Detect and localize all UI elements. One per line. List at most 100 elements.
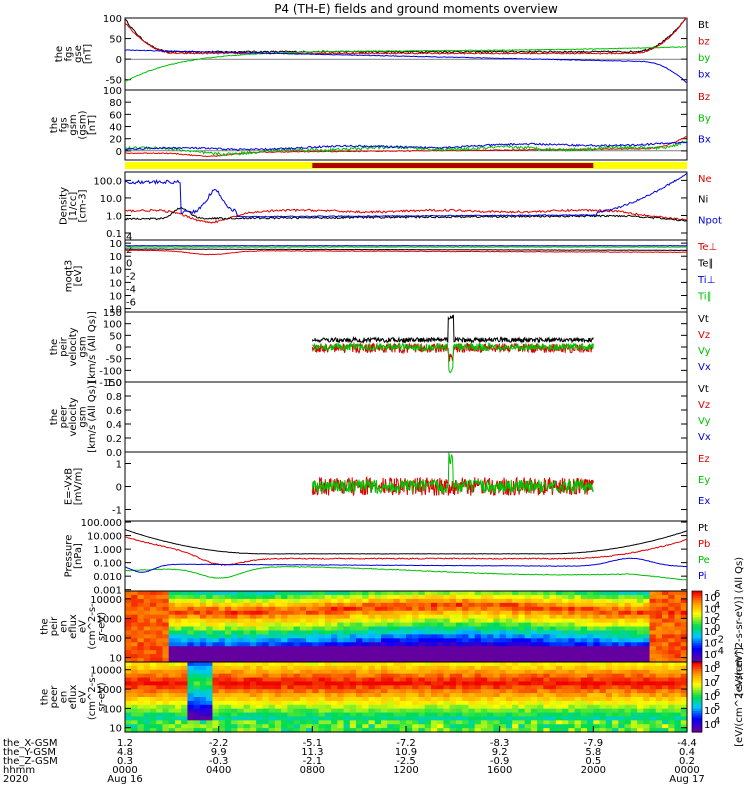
heat-cell xyxy=(175,627,182,632)
heat-cell xyxy=(156,689,163,693)
legend-Pt: Pt xyxy=(698,523,708,534)
heat-cell xyxy=(169,697,176,701)
heat-cell xyxy=(169,689,176,693)
heat-cell xyxy=(325,705,332,709)
heat-cell xyxy=(312,681,319,685)
heat-cell xyxy=(212,689,219,693)
heat-cell xyxy=(437,642,444,647)
heat-cell xyxy=(500,689,507,693)
heat-cell xyxy=(287,705,294,709)
heat-cell xyxy=(443,646,450,651)
heat-cell xyxy=(175,599,182,604)
panel-peir-velocity: 150100500-50-100-150thepeirvelocitygsm[k… xyxy=(49,308,711,389)
heat-cell xyxy=(225,654,232,659)
heat-cell xyxy=(231,611,238,616)
heat-cell xyxy=(275,709,282,713)
heat-cell xyxy=(225,638,232,643)
heat-cell xyxy=(650,689,657,693)
heat-cell xyxy=(156,713,163,717)
heat-cell xyxy=(512,654,519,659)
heat-cell xyxy=(568,654,575,659)
heat-cell xyxy=(250,654,257,659)
heat-cell xyxy=(468,654,475,659)
heat-cell xyxy=(287,689,294,693)
heat-cell xyxy=(294,697,301,701)
heat-cell xyxy=(475,701,482,705)
heat-cell xyxy=(456,674,463,678)
heat-cell xyxy=(437,685,444,689)
heat-cell xyxy=(456,701,463,705)
ytick-label: 10 xyxy=(109,291,122,302)
heat-cell xyxy=(675,634,682,639)
heat-cell xyxy=(525,599,532,604)
heat-cell xyxy=(412,689,419,693)
heat-cell xyxy=(475,627,482,632)
heat-cell xyxy=(668,724,675,728)
heat-cell xyxy=(400,701,407,705)
heat-cell xyxy=(468,705,475,709)
heat-cell xyxy=(481,678,488,682)
heat-cell xyxy=(625,630,632,635)
heat-cell xyxy=(250,724,257,728)
heat-cell xyxy=(394,709,401,713)
heat-cell xyxy=(487,709,494,713)
heat-cell xyxy=(662,599,669,604)
heat-cell xyxy=(568,724,575,728)
heat-cell xyxy=(312,713,319,717)
heat-cell xyxy=(300,666,307,670)
heat-cell xyxy=(656,713,663,717)
heat-cell xyxy=(256,666,263,670)
heat-cell xyxy=(443,678,450,682)
heat-cell xyxy=(231,724,238,728)
heat-cell xyxy=(156,595,163,600)
heat-cell xyxy=(456,634,463,639)
heat-cell xyxy=(487,627,494,632)
heat-cell xyxy=(375,689,382,693)
heat-cell xyxy=(237,701,244,705)
heat-cell xyxy=(425,623,432,628)
heat-cell xyxy=(425,627,432,632)
heat-cell xyxy=(175,662,182,666)
heat-cell xyxy=(593,650,600,655)
heat-cell xyxy=(593,674,600,678)
heat-cell xyxy=(487,720,494,724)
heat-cell xyxy=(281,654,288,659)
heat-cell xyxy=(344,720,351,724)
heat-cell xyxy=(144,666,151,670)
heat-cell xyxy=(281,607,288,612)
heat-cell xyxy=(387,697,394,701)
heat-cell xyxy=(187,724,194,728)
heat-cell xyxy=(125,713,132,717)
heat-cell xyxy=(556,716,563,720)
heat-cell xyxy=(381,716,388,720)
heat-cell xyxy=(656,623,663,628)
heat-cell xyxy=(306,670,313,674)
heat-cell xyxy=(525,709,532,713)
heat-cell xyxy=(150,678,157,682)
heat-cell xyxy=(487,685,494,689)
heat-cell xyxy=(600,654,607,659)
heat-cell xyxy=(275,697,282,701)
heat-cell xyxy=(531,650,538,655)
heat-cell xyxy=(493,693,500,697)
heat-cell xyxy=(150,627,157,632)
heat-cell xyxy=(219,615,226,620)
heat-cell xyxy=(425,615,432,620)
heat-cell xyxy=(394,599,401,604)
heat-cell xyxy=(568,638,575,643)
heat-cell xyxy=(331,662,338,666)
heat-cell xyxy=(231,705,238,709)
heat-cell xyxy=(325,642,332,647)
heat-cell xyxy=(194,650,201,655)
heat-cell xyxy=(144,678,151,682)
heat-cell xyxy=(412,591,419,596)
heat-cell xyxy=(531,670,538,674)
ytick-label: 0 xyxy=(116,483,122,494)
heat-cell xyxy=(662,678,669,682)
heat-cell xyxy=(244,638,251,643)
heat-cell xyxy=(319,678,326,682)
heat-cell xyxy=(625,724,632,728)
heat-cell xyxy=(362,630,369,635)
heat-cell xyxy=(312,654,319,659)
heat-cell xyxy=(468,650,475,655)
